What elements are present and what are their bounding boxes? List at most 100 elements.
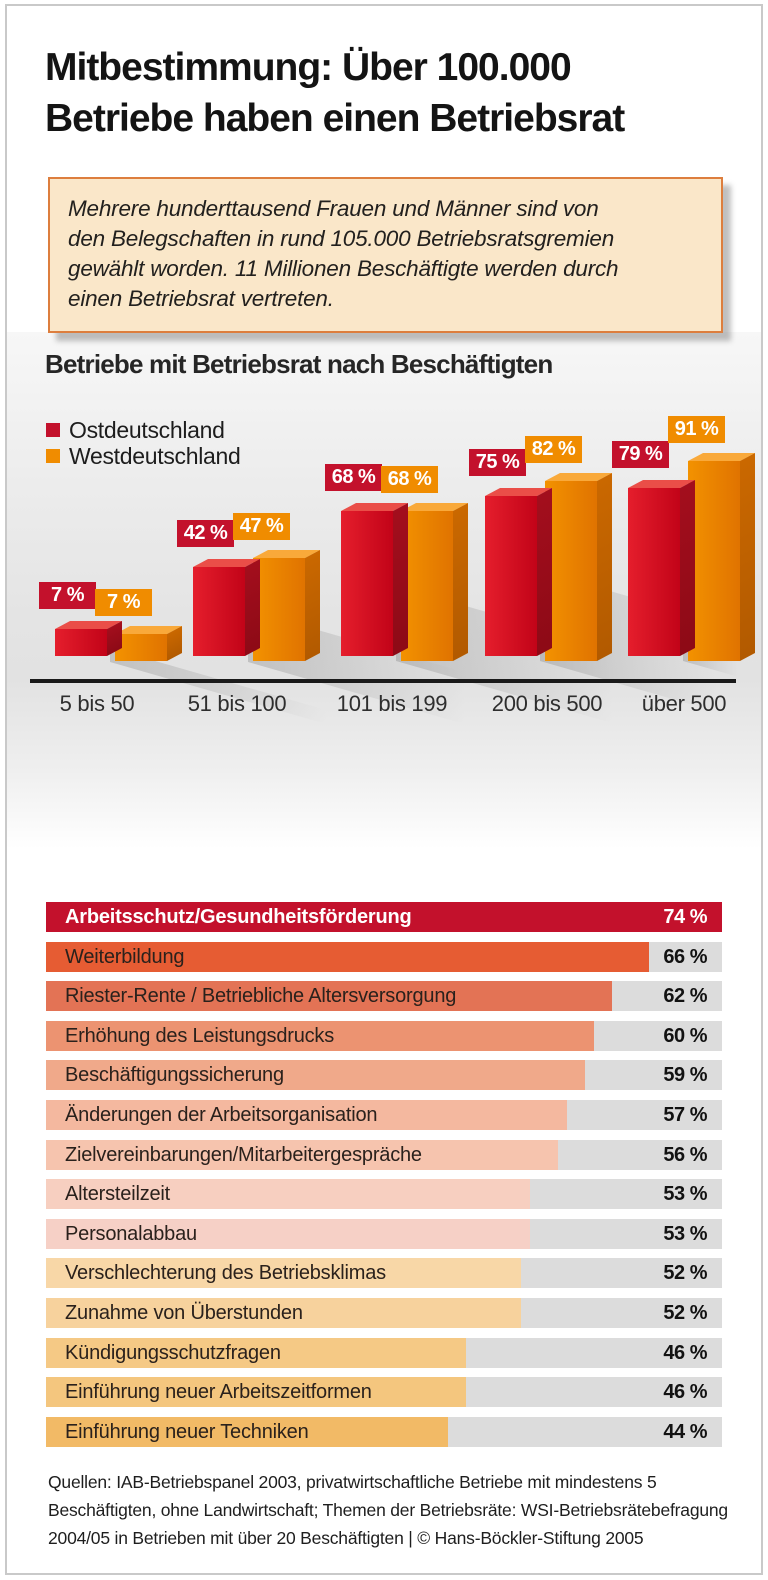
topic-row: Zunahme von Überstunden 52 %	[46, 1298, 722, 1328]
category-label: über 500	[641, 691, 727, 716]
topic-label: Zielvereinbarungen/Mitarbeitergespräche	[65, 1143, 422, 1166]
topic-label: Arbeitsschutz/Gesundheitsförderung	[65, 905, 412, 928]
column-west-101-bis-199	[401, 503, 469, 661]
topic-row: Riester-Rente / Betriebliche Altersverso…	[46, 981, 722, 1011]
category-label: 200 bis 500	[491, 691, 603, 716]
topic-row: Arbeitsschutz/Gesundheitsförderung 74 %	[46, 902, 722, 932]
topic-label: Änderungen der Arbeitsorganisation	[65, 1103, 378, 1126]
bar-side-face	[680, 480, 695, 656]
topic-value: 46 %	[663, 1380, 707, 1403]
topic-row: Einführung neuer Arbeitszeitformen 46 %	[46, 1377, 722, 1407]
topic-value: 74 %	[663, 905, 707, 928]
topic-label: Verschlechterung des Betriebsklimas	[65, 1261, 386, 1284]
topic-value: 53 %	[663, 1182, 707, 1205]
topic-label: Altersteilzeit	[65, 1182, 171, 1205]
column-ost-51-bis-100	[193, 559, 261, 656]
topic-bar-fill	[46, 1140, 558, 1170]
topic-label: Zunahme von Überstunden	[65, 1301, 303, 1324]
column-ost-200-bis-500	[485, 488, 553, 656]
x-axis-line	[30, 679, 736, 683]
topic-bar-fill	[46, 1179, 530, 1209]
column-chart-title: Betriebe mit Betriebsrat nach Beschäftig…	[45, 349, 553, 379]
bar-front-face	[485, 496, 537, 656]
category-label: 5 bis 50	[59, 691, 135, 716]
value-label-ost: 42 %	[177, 520, 234, 547]
topic-label: Personalabbau	[65, 1222, 197, 1245]
bar-side-face	[393, 503, 408, 656]
topic-value: 59 %	[663, 1063, 707, 1086]
topic-value: 53 %	[663, 1222, 707, 1245]
topic-row: Änderungen der Arbeitsorganisation 57 %	[46, 1100, 722, 1130]
topic-label: Erhöhung des Leistungsdrucks	[65, 1024, 335, 1047]
source-note: Quellen: IAB-Betriebspanel 2003, privatw…	[48, 1472, 728, 1548]
column-ost-5-bis-50	[55, 621, 123, 656]
value-label-west: 82 %	[525, 436, 582, 463]
bar-front-face	[401, 511, 453, 661]
topic-value: 52 %	[663, 1301, 707, 1324]
value-label-west: 7 %	[95, 589, 152, 616]
topic-bar-fill	[46, 1417, 448, 1447]
topic-bar-fill	[46, 1338, 466, 1368]
intro-text: Mehrere hunderttausend Frauen und Männer…	[68, 196, 619, 311]
column-west-51-bis-100	[253, 550, 321, 661]
topic-value: 66 %	[663, 945, 707, 968]
bar-side-face	[305, 550, 320, 661]
topic-value: 56 %	[663, 1143, 707, 1166]
topic-bar-fill	[46, 902, 722, 932]
topic-bar-fill	[46, 1298, 521, 1328]
topic-bar-fill	[46, 1060, 585, 1090]
topic-value: 44 %	[663, 1420, 707, 1443]
bar-front-face	[193, 567, 245, 656]
page-title: Mitbestimmung: Über 100.000 Betriebe hab…	[45, 46, 625, 140]
bar-front-face	[55, 629, 107, 656]
bar-front-face	[545, 481, 597, 661]
topic-row: Einführung neuer Techniken 44 %	[46, 1417, 722, 1447]
topic-value: 46 %	[663, 1341, 707, 1364]
intro-box: Mehrere hunderttausend Frauen und Männer…	[48, 177, 723, 333]
column-ost-über-500	[628, 480, 696, 656]
value-label-ost: 79 %	[612, 441, 669, 468]
value-label-ost: 7 %	[39, 582, 96, 609]
bar-front-face	[253, 558, 305, 661]
topic-row: Beschäftigungssicherung 59 %	[46, 1060, 722, 1090]
topic-label: Einführung neuer Arbeitszeitformen	[65, 1380, 372, 1403]
column-west-5-bis-50	[115, 626, 183, 661]
column-west-200-bis-500	[545, 473, 613, 661]
topic-value: 60 %	[663, 1024, 707, 1047]
column-ost-101-bis-199	[341, 503, 409, 656]
topic-row: Personalabbau 53 %	[46, 1219, 722, 1249]
topic-value: 62 %	[663, 984, 707, 1007]
topic-row: Altersteilzeit 53 %	[46, 1179, 722, 1209]
topic-bar-fill	[46, 1377, 466, 1407]
bar-front-face	[115, 634, 167, 661]
topic-bar-fill	[46, 1219, 530, 1249]
topic-bar-fill	[46, 1021, 594, 1051]
legend-swatch-icon	[46, 449, 60, 463]
bar-side-face	[537, 488, 552, 656]
category-label: 51 bis 100	[187, 691, 287, 716]
topic-bar-fill	[46, 981, 612, 1011]
legend-label: Westdeutschland	[69, 442, 241, 469]
legend-item-ostdeutschland: Ostdeutschland	[46, 417, 225, 443]
topic-row: Erhöhung des Leistungsdrucks 60 %	[46, 1021, 722, 1051]
topic-bar-fill	[46, 1258, 521, 1288]
topic-value: 57 %	[663, 1103, 707, 1126]
topic-value: 52 %	[663, 1261, 707, 1284]
value-label-ost: 75 %	[469, 449, 526, 476]
legend-swatch-icon	[46, 423, 60, 437]
bar-front-face	[628, 488, 680, 656]
topic-label: Beschäftigungssicherung	[65, 1063, 284, 1086]
column-west-über-500	[688, 453, 756, 661]
bar-front-face	[688, 461, 740, 661]
category-label: 101 bis 199	[336, 691, 448, 716]
value-label-ost: 68 %	[325, 464, 382, 491]
value-label-west: 68 %	[381, 466, 438, 493]
bar-side-face	[597, 473, 612, 661]
topic-row: Verschlechterung des Betriebsklimas 52 %	[46, 1258, 722, 1288]
legend-label: Ostdeutschland	[69, 416, 225, 443]
topic-bar-fill	[46, 942, 649, 972]
topic-row: Weiterbildung 66 %	[46, 942, 722, 972]
topic-label: Kündigungsschutzfragen	[65, 1341, 281, 1364]
topic-label: Einführung neuer Techniken	[65, 1420, 309, 1443]
